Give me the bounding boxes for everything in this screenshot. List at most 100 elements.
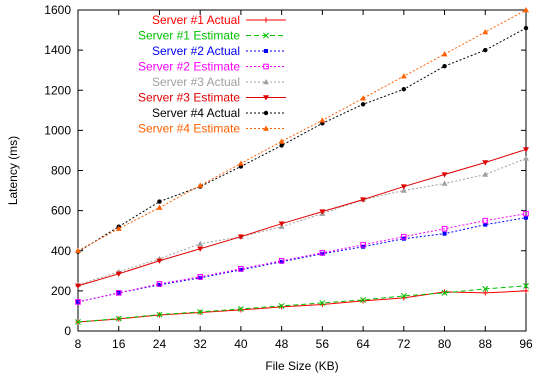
series-6-point-9 <box>441 172 448 178</box>
series-8-point-4 <box>237 160 244 166</box>
series-4-point-8 <box>401 233 407 240</box>
series-8-point-5 <box>278 138 285 144</box>
series-8-point-9 <box>441 51 448 57</box>
y-tick-label-1: 200 <box>51 284 71 298</box>
series-5-point-8 <box>400 187 407 193</box>
x-tick-label-9: 80 <box>438 337 452 351</box>
x-tick-label-5: 48 <box>275 337 289 351</box>
legend-entry-6: Server #3 Estimate <box>138 91 286 105</box>
series-1-point-9 <box>441 289 448 295</box>
legend-entry-2: Server #1 Estimate <box>138 29 286 43</box>
x-tick-label-0: 8 <box>75 337 82 351</box>
series-8-point-3 <box>197 182 204 188</box>
legend-label-2: Server #1 Estimate <box>138 29 240 43</box>
series-1-point-4 <box>238 307 244 313</box>
series-group <box>75 7 529 325</box>
series-4-point-2 <box>156 281 163 287</box>
series-line-8 <box>77 9 527 252</box>
series-line-2 <box>77 285 527 323</box>
series-8-point-10 <box>482 29 489 35</box>
series-7-point-10 <box>483 47 488 53</box>
series-2-point-3 <box>197 308 204 315</box>
series-line-5 <box>77 157 527 286</box>
series-5-point-3 <box>197 240 204 246</box>
y-tick-label-5: 1000 <box>44 123 71 137</box>
y-tick-label-0: 0 <box>64 324 71 338</box>
series-1-point-5 <box>279 304 285 310</box>
series-line-1 <box>77 290 527 323</box>
series-6-point-2 <box>156 258 163 264</box>
series-4-point-1 <box>115 290 122 296</box>
axis-ticks: 8 16 24 32 40 48 56 64 72 80 88 96 0 200 400 600 800 1000… <box>44 3 533 351</box>
series-7-point-2 <box>157 199 162 204</box>
series-2-point-1 <box>115 315 122 322</box>
series-5-point-10 <box>482 171 489 177</box>
y-axis-label: Latency (ms) <box>6 136 20 205</box>
series-4-point-11 <box>523 210 529 217</box>
series-8-point-11 <box>523 7 529 13</box>
series-1-point-7 <box>360 298 366 304</box>
legend-label-1: Server #1 Actual <box>152 13 240 27</box>
x-tick-label-8: 72 <box>397 337 411 351</box>
series-8-point-8 <box>400 73 407 79</box>
series-4-point-6 <box>319 249 326 256</box>
legend-entry-3: Server #2 Actual <box>152 44 286 58</box>
legend-entry-7: Server #4 Actual <box>152 106 286 120</box>
legend-entry-1: Server #1 Actual <box>152 13 286 27</box>
series-7-point-8 <box>401 87 407 92</box>
series-8-point-6 <box>319 117 326 123</box>
y-tick-label-8: 1600 <box>44 3 71 17</box>
x-tick-label-4: 40 <box>234 337 248 351</box>
series-2-point-6 <box>319 299 326 306</box>
series-6 <box>75 147 529 289</box>
series-3 <box>76 215 528 304</box>
series-2-point-10 <box>482 285 489 292</box>
series-4-point-7 <box>360 241 366 248</box>
series-2-point-5 <box>278 302 285 309</box>
y-tick-label-3: 600 <box>51 204 71 218</box>
series-6-point-11 <box>523 147 529 153</box>
x-tick-label-1: 16 <box>112 337 126 351</box>
legend-marker-7 <box>263 110 269 116</box>
x-tick-label-10: 88 <box>479 337 493 351</box>
legend-marker-8 <box>263 125 269 131</box>
series-8-point-7 <box>360 95 367 101</box>
series-6-point-4 <box>237 234 244 240</box>
series-5 <box>75 155 529 288</box>
series-3-point-6 <box>320 251 325 256</box>
legend-label-3: Server #2 Actual <box>152 44 240 58</box>
x-tick-label-7: 64 <box>356 337 370 351</box>
series-3-point-3 <box>198 275 203 280</box>
series-2-point-2 <box>156 311 163 318</box>
series-6-point-0 <box>75 283 81 289</box>
series-3-point-4 <box>238 267 243 272</box>
series-8-point-1 <box>115 225 122 231</box>
legend-marker-6 <box>263 95 269 101</box>
legend-label-8: Server #4 Estimate <box>138 122 240 136</box>
y-tick-label-7: 1400 <box>44 43 71 57</box>
series-6-point-3 <box>197 246 204 252</box>
series-6-point-1 <box>115 271 122 277</box>
series-6-point-5 <box>278 221 285 227</box>
legend-marker-3 <box>264 49 268 53</box>
legend-label-4: Server #2 Estimate <box>138 60 240 74</box>
legend-entry-5: Server #3 Actual <box>152 75 286 89</box>
series-line-6 <box>77 148 527 287</box>
series-1 <box>75 288 529 325</box>
series-3-point-5 <box>279 259 284 264</box>
legend-entry-8: Server #4 Estimate <box>138 122 286 136</box>
x-tick-label-6: 56 <box>316 337 330 351</box>
legend-label-6: Server #3 Estimate <box>138 91 240 105</box>
series-3-point-9 <box>442 231 447 236</box>
series-4-point-4 <box>238 266 244 272</box>
series-3-point-2 <box>157 282 162 287</box>
series-6-point-8 <box>400 184 407 190</box>
series-7-point-11 <box>523 25 529 31</box>
series-5-point-9 <box>441 180 448 186</box>
series-4-point-10 <box>482 217 489 224</box>
legend-label-5: Server #3 Actual <box>152 75 240 89</box>
series-7-point-5 <box>279 143 284 148</box>
series-4-point-0 <box>75 299 81 305</box>
